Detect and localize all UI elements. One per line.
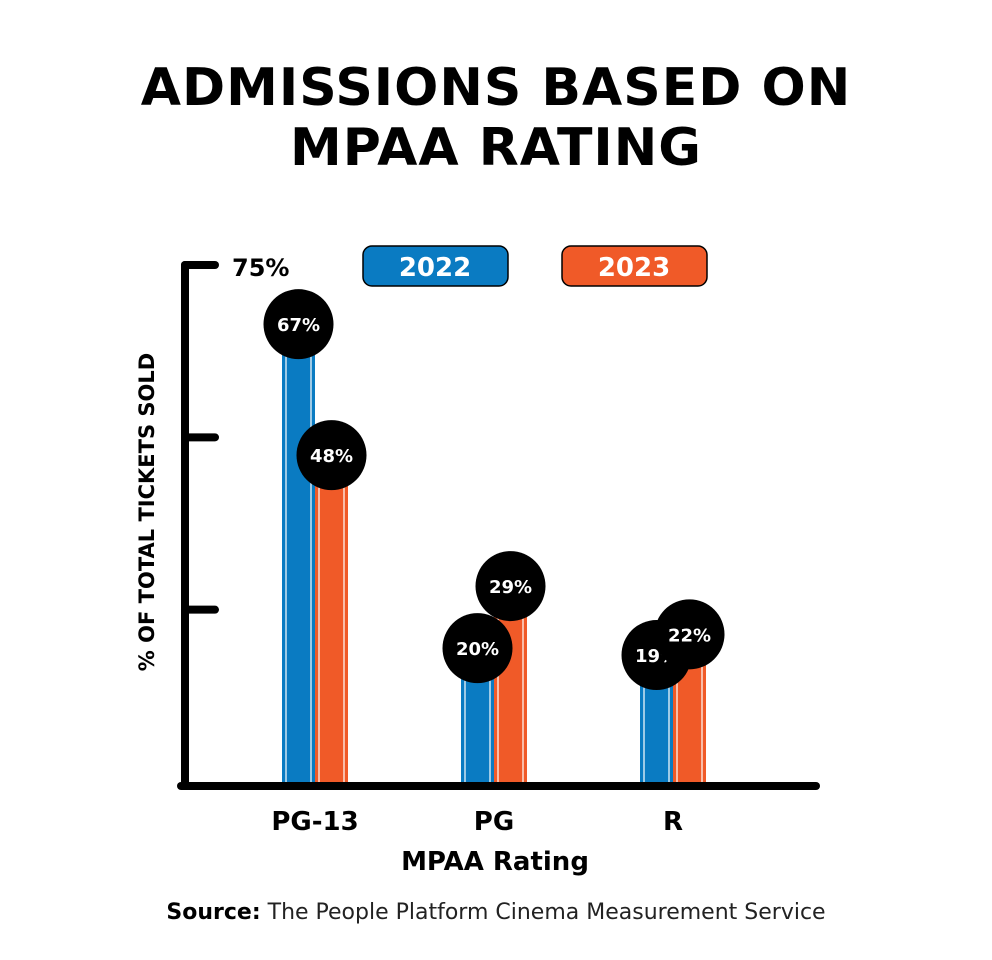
bar <box>282 320 315 782</box>
legend-label-2022: 2022 <box>399 253 471 283</box>
source-label: Source: <box>166 900 261 925</box>
data-label-badge <box>475 551 546 622</box>
bar <box>315 451 348 782</box>
chart-title: ADMISSIONS BASED ON MPAA RATING <box>0 58 992 178</box>
bar-2022-PG-13 <box>282 320 315 782</box>
data-label-badge <box>263 289 334 360</box>
legend-swatch-2023 <box>561 245 708 287</box>
data-label-badge <box>296 420 367 491</box>
x-tick-label: PG-13 <box>271 807 358 837</box>
x-tick-label: R <box>663 807 683 837</box>
data-label: 48% <box>310 446 353 467</box>
data-label: 22% <box>668 625 711 646</box>
data-label-badge <box>654 599 725 670</box>
source-note: Source: The People Platform Cinema Measu… <box>0 900 992 925</box>
title-line-2: MPAA RATING <box>290 118 702 178</box>
data-label: 67% <box>277 315 320 336</box>
legend-label-2023: 2023 <box>598 253 670 283</box>
source-text: The People Platform Cinema Measurement S… <box>267 900 826 925</box>
data-label-badge <box>442 613 513 684</box>
bar-2023-PG-13 <box>315 451 348 782</box>
legend-swatch-2022 <box>362 245 509 287</box>
data-label: 29% <box>489 577 532 598</box>
title-line-1: ADMISSIONS BASED ON <box>140 58 852 118</box>
x-tick-label: PG <box>474 807 514 837</box>
y-axis-label: % OF TOTAL TICKETS SOLD <box>135 353 159 671</box>
x-axis-label: MPAA Rating <box>401 847 589 877</box>
bar-chart: 75% % OF TOTAL TICKETS SOLD MPAA Rating … <box>135 245 820 877</box>
y-tick-label-75: 75% <box>232 254 289 282</box>
data-label: 20% <box>456 639 499 660</box>
